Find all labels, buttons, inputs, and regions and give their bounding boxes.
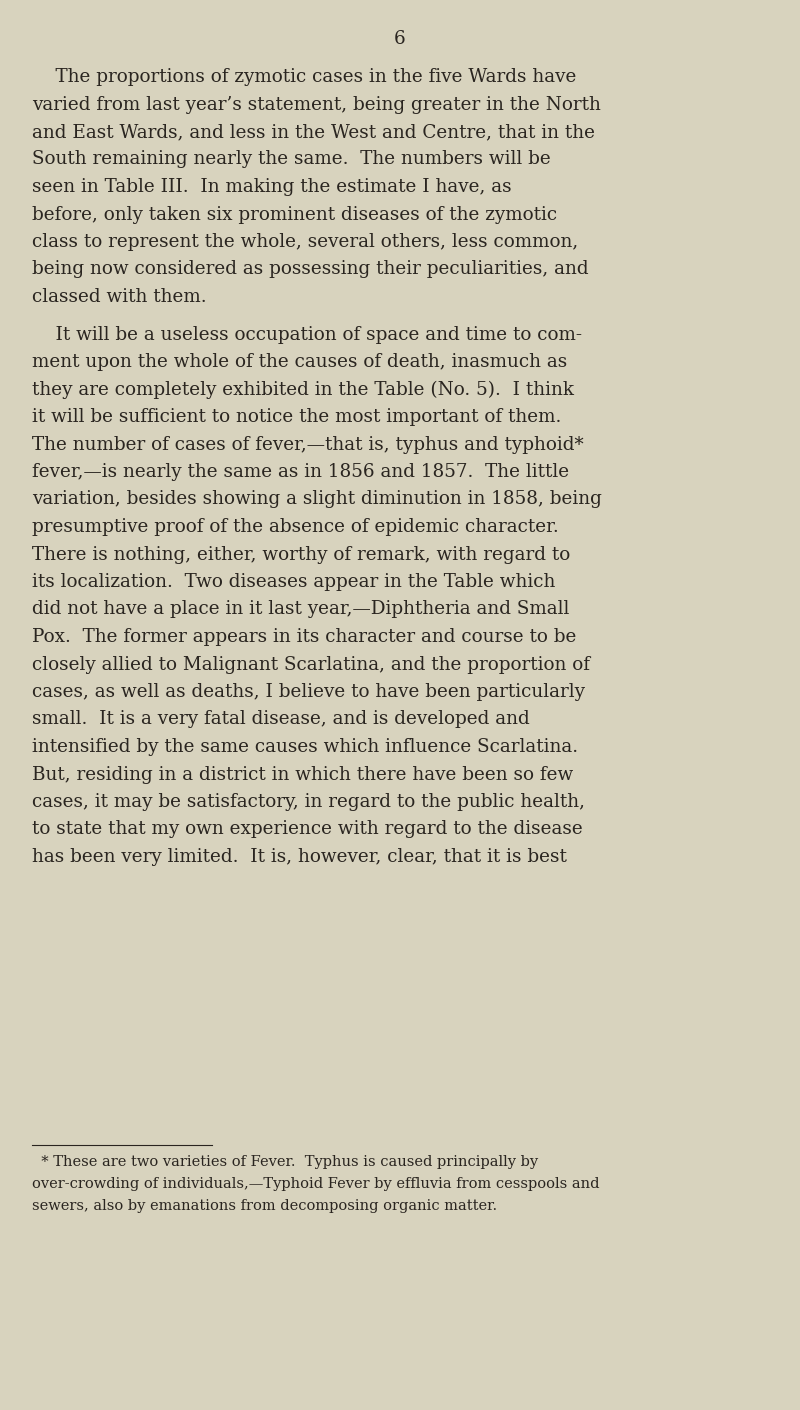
Text: ment upon the whole of the causes of death, inasmuch as: ment upon the whole of the causes of dea… [32,352,567,371]
Text: varied from last year’s statement, being greater in the North: varied from last year’s statement, being… [32,96,601,113]
Text: has been very limited.  It is, however, clear, that it is best: has been very limited. It is, however, c… [32,847,567,866]
Text: But, residing in a district in which there have been so few: But, residing in a district in which the… [32,766,574,784]
Text: and East Wards, and less in the West and Centre, that in the: and East Wards, and less in the West and… [32,123,595,141]
Text: There is nothing, either, worthy of remark, with regard to: There is nothing, either, worthy of rema… [32,546,570,564]
Text: it will be sufficient to notice the most important of them.: it will be sufficient to notice the most… [32,407,562,426]
Text: variation, besides showing a slight diminution in 1858, being: variation, besides showing a slight dimi… [32,491,602,509]
Text: The number of cases of fever,—that is, typhus and typhoid*: The number of cases of fever,—that is, t… [32,436,584,454]
Text: cases, as well as deaths, I believe to have been particularly: cases, as well as deaths, I believe to h… [32,682,585,701]
Text: It will be a useless occupation of space and time to com-: It will be a useless occupation of space… [32,326,582,344]
Text: before, only taken six prominent diseases of the zymotic: before, only taken six prominent disease… [32,206,557,224]
Text: intensified by the same causes which influence Scarlatina.: intensified by the same causes which inf… [32,737,578,756]
Text: * These are two varieties of Fever.  Typhus is caused principally by: * These are two varieties of Fever. Typh… [32,1155,538,1169]
Text: they are completely exhibited in the Table (No. 5).  I think: they are completely exhibited in the Tab… [32,381,574,399]
Text: did not have a place in it last year,—Diphtheria and Small: did not have a place in it last year,—Di… [32,601,570,619]
Text: class to represent the whole, several others, less common,: class to represent the whole, several ot… [32,233,578,251]
Text: 6: 6 [394,30,406,48]
Text: over-crowding of individuals,—Typhoid Fever by effluvia from cesspools and: over-crowding of individuals,—Typhoid Fe… [32,1177,599,1191]
Text: small.  It is a very fatal disease, and is developed and: small. It is a very fatal disease, and i… [32,711,530,729]
Text: to state that my own experience with regard to the disease: to state that my own experience with reg… [32,821,582,839]
Text: closely allied to Malignant Scarlatina, and the proportion of: closely allied to Malignant Scarlatina, … [32,656,590,674]
Text: presumptive proof of the absence of epidemic character.: presumptive proof of the absence of epid… [32,517,558,536]
Text: being now considered as possessing their peculiarities, and: being now considered as possessing their… [32,261,589,279]
Text: South remaining nearly the same.  The numbers will be: South remaining nearly the same. The num… [32,151,550,169]
Text: Pox.  The former appears in its character and course to be: Pox. The former appears in its character… [32,627,576,646]
Text: The proportions of zymotic cases in the five Wards have: The proportions of zymotic cases in the … [32,68,576,86]
Text: seen in Table III.  In making the estimate I have, as: seen in Table III. In making the estimat… [32,178,512,196]
Text: fever,—is nearly the same as in 1856 and 1857.  The little: fever,—is nearly the same as in 1856 and… [32,462,569,481]
Text: its localization.  Two diseases appear in the Table which: its localization. Two diseases appear in… [32,572,555,591]
Text: cases, it may be satisfactory, in regard to the public health,: cases, it may be satisfactory, in regard… [32,792,585,811]
Text: sewers, also by emanations from decomposing organic matter.: sewers, also by emanations from decompos… [32,1198,497,1213]
Text: classed with them.: classed with them. [32,288,206,306]
